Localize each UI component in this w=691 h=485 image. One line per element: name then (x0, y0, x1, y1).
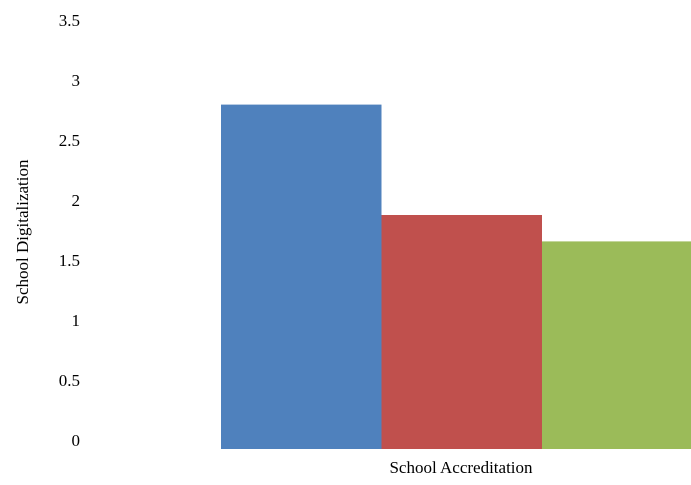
x-axis-label: School Accreditation (389, 458, 533, 477)
y-tick-label: 1 (72, 311, 81, 330)
bar-series-2 (381, 215, 542, 449)
y-tick-label: 3.5 (59, 11, 80, 30)
bar-group (221, 104, 691, 449)
y-tick-label: 1.5 (59, 251, 80, 270)
y-tick-label: 0 (72, 431, 81, 450)
bar-series-3 (542, 241, 691, 449)
y-tick-label: 0.5 (59, 371, 80, 390)
y-tick-label: 2.5 (59, 131, 80, 150)
y-tick-label: 3 (72, 71, 81, 90)
y-axis-label: School Digitalization (13, 159, 32, 304)
bar-series-1 (221, 104, 382, 449)
y-tick-label: 2 (72, 191, 81, 210)
y-axis-ticks: 0 0.5 1 1.5 2 2.5 3 3.5 (59, 11, 80, 450)
